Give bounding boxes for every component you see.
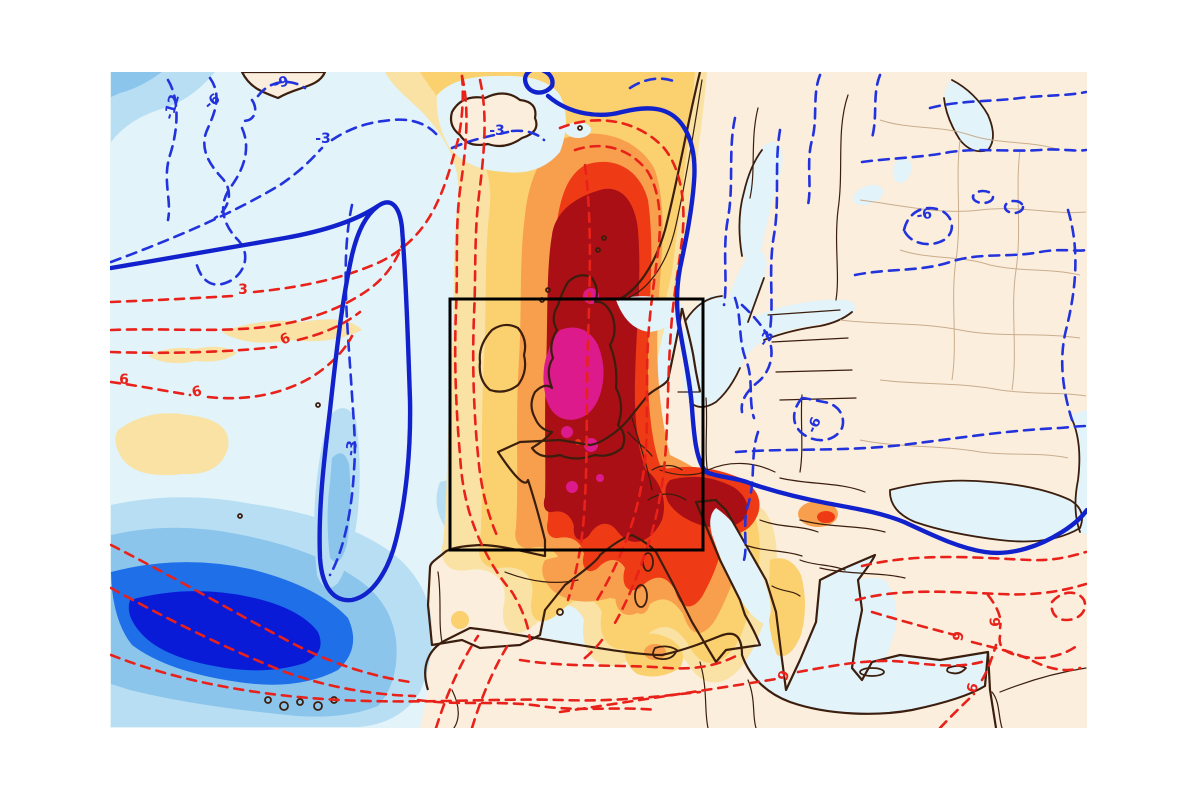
- admin-borders-layer: [839, 119, 1087, 459]
- contour-label: -9: [271, 73, 290, 92]
- ireland-coastline: [478, 323, 527, 393]
- contour-label: 6: [190, 383, 204, 401]
- warm-patch-atlantic-3: [115, 413, 229, 476]
- contour-label: 9: [950, 630, 967, 642]
- cold-fill-sw-core: [128, 591, 321, 671]
- contour-label: -6: [915, 206, 933, 224]
- cold-anomaly-fills: [111, 72, 500, 727]
- zero-line-layer: [110, 72, 1087, 603]
- crete: [859, 667, 885, 677]
- great-britain-coastline: [530, 274, 626, 460]
- zero-line-loop: [522, 72, 555, 95]
- landmass-africa: [420, 628, 1087, 728]
- landmass-eurasia: [428, 72, 1087, 728]
- zero-line-atlantic-tongue: [110, 200, 413, 603]
- faroe-shetland-islands: [539, 125, 607, 303]
- black-sea-coast: [889, 479, 1083, 543]
- contour-label: -12: [161, 93, 183, 122]
- cold-fill-nw-core: [111, 72, 162, 97]
- contour-label: 6: [988, 617, 1004, 627]
- warm-red-serbia-spot: [817, 511, 835, 523]
- black-sea: [889, 480, 1083, 542]
- eurasia-coastline: [426, 72, 998, 728]
- balearics: [556, 608, 564, 616]
- contour-label: -3: [315, 131, 331, 147]
- zero-line-norway-blacksea: [545, 93, 1087, 555]
- contour-label: -3: [489, 123, 505, 139]
- sardinia: [634, 584, 648, 608]
- warm-gold-gibraltar: [451, 611, 469, 629]
- contour-label: 6: [964, 681, 982, 695]
- highlight-rectangle: [448, 297, 705, 552]
- iceland-coastline: [449, 92, 538, 148]
- warm-darkred-po: [665, 476, 748, 528]
- baltic-sea: [682, 250, 855, 407]
- caspian-coast: [1069, 414, 1081, 533]
- national-borders-layer: [437, 79, 1087, 728]
- aegean-sea: [835, 577, 897, 685]
- canary-islands: [237, 402, 338, 711]
- warm-patch-atlantic-2: [222, 319, 362, 343]
- iceland-land: [451, 93, 537, 146]
- greenland-coastline: [240, 72, 327, 100]
- cold-fill-nw: [111, 72, 215, 142]
- positive-contours-layer: [110, 74, 1087, 728]
- africa-coastline: [424, 626, 990, 715]
- caspian-sea: [1070, 410, 1087, 535]
- contour-label: 3: [238, 282, 248, 298]
- lake-onega: [892, 157, 912, 183]
- contour-label: 6: [119, 372, 129, 388]
- contour-label: -6: [804, 415, 825, 436]
- contour-label: -3: [756, 328, 778, 350]
- inner-seas-layer: [436, 75, 1087, 685]
- sicily: [652, 645, 678, 660]
- adriatic-sea: [710, 508, 771, 624]
- jutland-east-coast: [680, 307, 702, 393]
- contour-label: -3: [343, 439, 361, 457]
